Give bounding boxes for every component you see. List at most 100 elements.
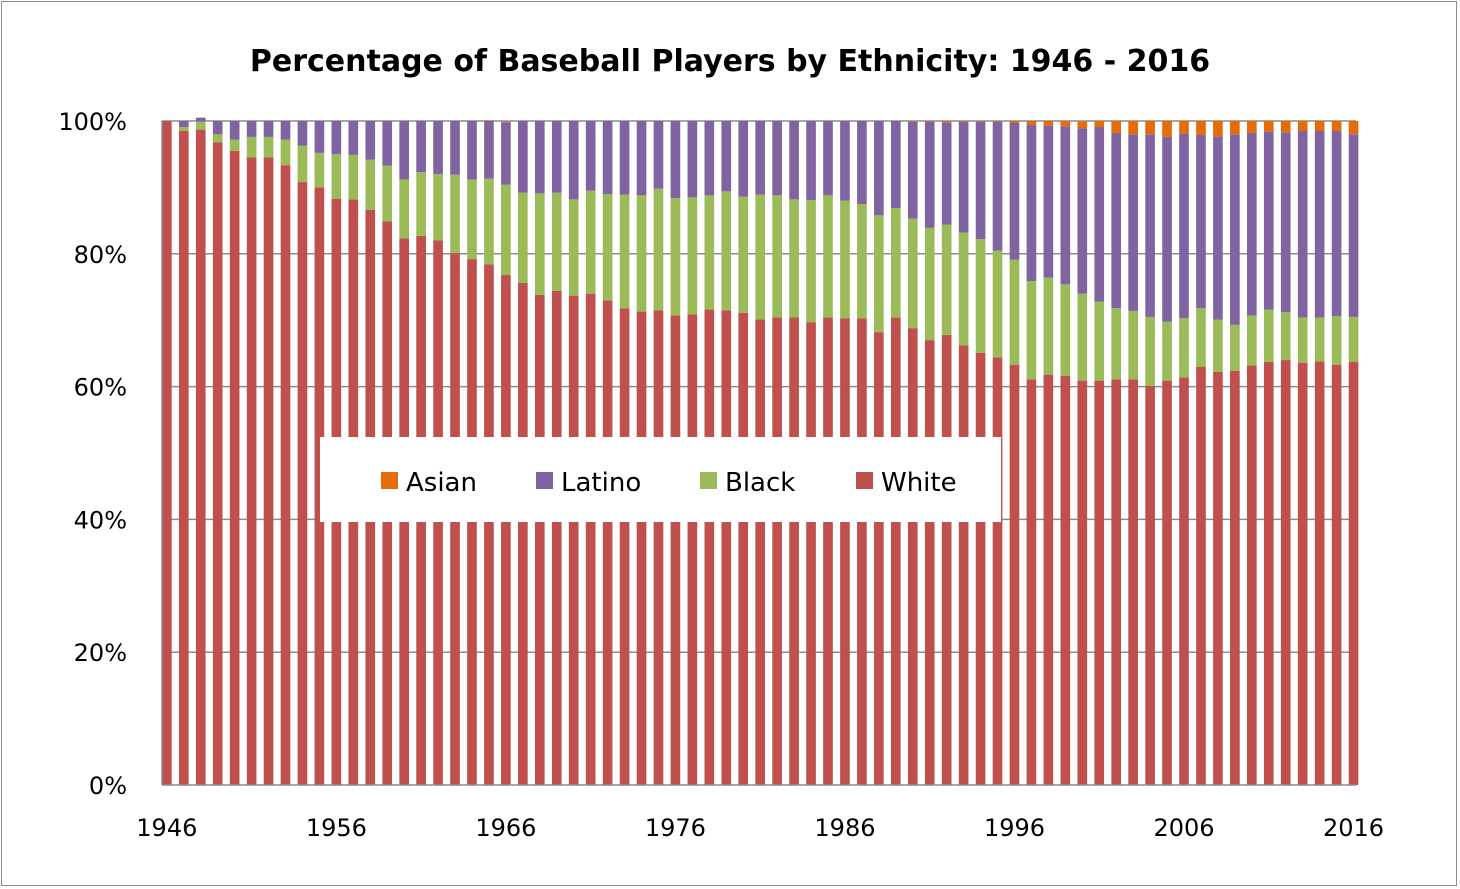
bar-black-1990 <box>907 218 918 329</box>
bar-black-1978 <box>704 195 715 310</box>
legend-swatch-asian <box>381 472 398 489</box>
bar-asian-1997 <box>1026 121 1037 125</box>
bar-white-1965 <box>484 264 494 785</box>
bar-latino-2012 <box>1280 132 1291 313</box>
bar-white-1948 <box>195 129 206 785</box>
legend-swatch-black <box>700 472 717 489</box>
bar-white-1999 <box>1060 375 1071 785</box>
bar-white-1979 <box>721 310 732 785</box>
bar-latino-1970 <box>568 121 579 200</box>
bar-latino-1956 <box>331 121 342 155</box>
bar-white-2000 <box>1077 380 1088 785</box>
bar-asian-2015 <box>1331 121 1342 131</box>
bar-latino-2015 <box>1331 130 1342 317</box>
bar-latino-1966 <box>501 122 511 185</box>
bar-white-1952 <box>263 157 274 785</box>
bar-latino-1996 <box>1009 122 1020 260</box>
bar-white-1976 <box>670 315 681 785</box>
bar-black-1995 <box>992 250 1003 358</box>
bar-white-1969 <box>551 290 562 785</box>
bar-black-1949 <box>212 134 223 143</box>
bar-latino-1962 <box>433 121 443 175</box>
bar-asian-2009 <box>1230 121 1240 135</box>
bar-asian-2007 <box>1196 121 1206 135</box>
bar-white-1975 <box>653 310 664 785</box>
bar-asian-2014 <box>1314 121 1325 131</box>
bar-black-1985 <box>823 195 833 318</box>
bar-black-1959 <box>382 165 393 222</box>
bar-black-1967 <box>518 192 528 284</box>
bar-latino-1947 <box>178 121 189 127</box>
bar-white-1986 <box>840 318 850 785</box>
bar-latino-1948 <box>195 117 206 122</box>
bar-white-1954 <box>297 182 308 785</box>
bar-white-1953 <box>280 165 291 785</box>
bar-latino-1952 <box>263 121 274 137</box>
bar-black-1950 <box>229 139 240 151</box>
bar-black-2003 <box>1128 310 1138 380</box>
bar-asian-2013 <box>1297 121 1308 131</box>
bar-white-2001 <box>1094 380 1105 785</box>
bar-black-1953 <box>280 139 291 166</box>
y-tick-labels: 0% 20% 40% 60% 80% 100% <box>58 108 127 800</box>
bar-latino-1961 <box>416 121 426 173</box>
bar-latino-1988 <box>874 121 884 216</box>
bar-latino-1959 <box>382 121 393 166</box>
bar-latino-1985 <box>823 121 833 196</box>
legend-label-latino: Latino <box>561 468 641 498</box>
bar-white-2002 <box>1111 379 1122 785</box>
bar-latino-1978 <box>704 121 715 196</box>
x-tick-labels: 1946 1956 1966 1976 1986 1996 2006 2016 <box>136 814 1384 842</box>
legend-swatch-latino <box>536 472 553 489</box>
bar-black-2001 <box>1094 301 1105 381</box>
bar-white-1980 <box>738 312 749 785</box>
bar-latino-1964 <box>467 121 477 180</box>
bar-latino-1951 <box>246 121 257 137</box>
bar-black-1982 <box>772 195 782 318</box>
legend: Asian Latino Black White <box>320 437 1001 522</box>
bar-latino-1976 <box>670 121 681 199</box>
bar-black-1965 <box>484 178 494 265</box>
bar-asian-1995 <box>992 121 1003 122</box>
bar-black-1992 <box>941 224 952 335</box>
bar-black-1958 <box>365 159 376 210</box>
y-tick-label: 40% <box>74 506 127 534</box>
bar-white-1990 <box>907 328 918 785</box>
legend-swatch-white <box>856 472 873 489</box>
axes <box>161 121 1356 786</box>
bar-white-1996 <box>1009 364 1020 785</box>
bar-black-1980 <box>738 196 749 313</box>
bar-latino-1953 <box>280 121 291 140</box>
bar-black-1983 <box>789 199 799 318</box>
bar-white-1971 <box>585 293 596 785</box>
bar-white-1984 <box>806 322 816 785</box>
bar-latino-1992 <box>941 122 952 225</box>
bar-black-1948 <box>195 121 206 130</box>
bar-black-2004 <box>1145 316 1155 386</box>
bar-white-2009 <box>1230 370 1240 785</box>
bar-white-2010 <box>1246 365 1257 785</box>
bar-black-1986 <box>840 200 850 319</box>
bar-black-1956 <box>331 154 342 199</box>
y-tick-label: 0% <box>89 772 127 800</box>
bar-asian-2001 <box>1094 121 1105 127</box>
bar-latino-1998 <box>1043 125 1054 278</box>
bar-latino-2016 <box>1348 134 1359 317</box>
bar-latino-1986 <box>840 121 850 201</box>
bar-black-2002 <box>1111 308 1122 380</box>
legend-label-asian: Asian <box>406 468 477 498</box>
bar-white-1964 <box>467 259 477 785</box>
bar-latino-1950 <box>229 121 240 140</box>
bar-black-1969 <box>551 192 562 291</box>
bar-asian-2004 <box>1145 121 1155 135</box>
bar-black-1975 <box>653 188 664 311</box>
bar-black-1972 <box>602 194 613 301</box>
bar-asian-1992 <box>941 121 952 123</box>
bar-latino-2000 <box>1077 128 1088 294</box>
bar-white-2003 <box>1128 379 1138 785</box>
x-tick-label: 2006 <box>1153 814 1214 842</box>
bar-black-1947 <box>178 126 189 131</box>
bar-asian-1994 <box>975 121 986 122</box>
bar-black-1951 <box>246 136 257 158</box>
x-tick-label: 1976 <box>645 814 706 842</box>
